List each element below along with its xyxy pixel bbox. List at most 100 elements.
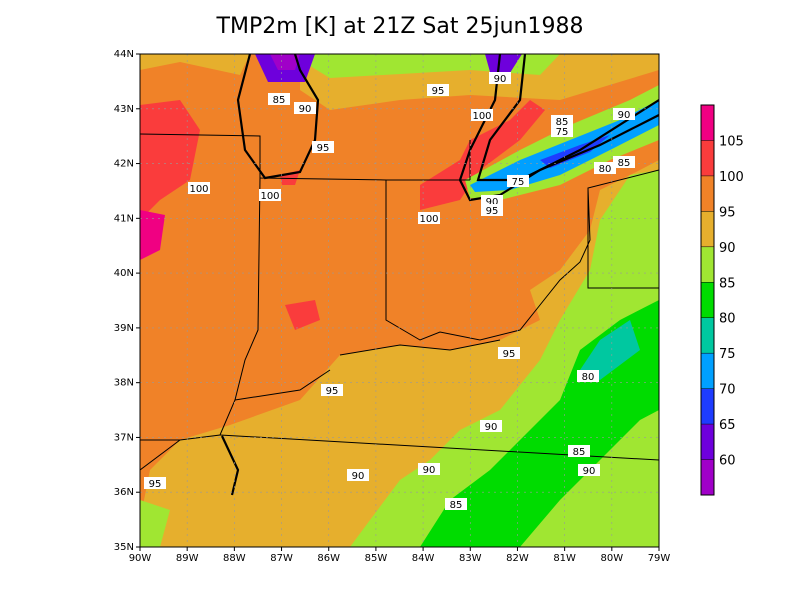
contour-label-bg (188, 182, 210, 194)
contour-label: 95 (326, 386, 339, 397)
contour-label-bg (551, 115, 573, 127)
x-tick-label: 86W (317, 553, 340, 564)
contour-label-bg (268, 93, 290, 105)
y-tick-label: 42N (114, 159, 134, 170)
contour-label: 95 (503, 349, 516, 360)
y-tick-label: 35N (114, 542, 134, 553)
contour-label: 80 (599, 164, 612, 175)
contour-label-bg (594, 162, 616, 174)
colorbar-label: 105 (719, 134, 744, 149)
contour-label: 90 (583, 466, 596, 477)
colorbar-label: 95 (719, 205, 736, 220)
x-tick-label: 87W (270, 553, 293, 564)
contour-label: 85 (573, 447, 586, 458)
contour-label-bg (481, 204, 503, 216)
contour-label-bg (144, 477, 166, 489)
contour-label-bg (578, 464, 600, 476)
contour-label: 90 (352, 471, 365, 482)
colorbar-label: 80 (719, 312, 736, 327)
y-tick-label: 38N (114, 378, 134, 389)
colorbar-band (701, 353, 714, 389)
contour-label-bg (498, 347, 520, 359)
contour-label: 85 (273, 95, 286, 106)
colorbar-band (701, 246, 714, 283)
contour-label: 85 (556, 117, 569, 128)
x-tick-label: 89W (176, 553, 199, 564)
colorbar-label: 70 (719, 383, 736, 398)
plot-frame (139, 53, 660, 548)
contour-label-bg (445, 498, 467, 510)
contour-label: 100 (189, 184, 208, 195)
contour-label-bg (568, 445, 590, 457)
contour-label-bg (347, 469, 369, 481)
contour-label: 100 (472, 111, 491, 122)
colorbar-label: 75 (719, 347, 736, 362)
x-tick-label: 90W (129, 553, 152, 564)
contour-label-bg (507, 175, 529, 187)
colorbar-band (701, 175, 714, 212)
colorbar-band (701, 140, 714, 176)
y-tick-label: 40N (114, 268, 134, 279)
contour-label: 95 (432, 86, 445, 97)
contour-label-bg (312, 141, 334, 153)
x-tick-label: 80W (601, 553, 624, 564)
y-tick-label: 44N (114, 49, 134, 60)
graticule (140, 54, 659, 547)
colorbar-label: 65 (719, 418, 736, 433)
colorbar-band (701, 459, 714, 495)
contour-label: 100 (260, 191, 279, 202)
contour-label: 80 (582, 372, 595, 383)
colorbar-band (701, 424, 714, 460)
colorbar-band (701, 317, 714, 354)
contour-label-bg (551, 125, 573, 137)
contour-label: 90 (494, 74, 507, 85)
contour-label: 95 (486, 206, 499, 217)
y-tick-label: 37N (114, 432, 134, 443)
contour-label-bg (471, 109, 493, 121)
colorbar-label: 60 (719, 454, 736, 469)
colorbar-band (701, 105, 714, 141)
contour-label-bg (427, 84, 449, 96)
colorbar-label: 90 (719, 241, 736, 256)
contour-labels: 8590951001009590100857590808575909510095… (144, 72, 635, 511)
colorbar: 60 65 70 75 80 85 90 95 100 105 (700, 104, 744, 496)
y-tick-label: 41N (114, 213, 134, 224)
contour-label: 90 (486, 197, 499, 208)
contour-label: 95 (317, 143, 330, 154)
contour-label: 90 (485, 422, 498, 433)
x-tick-label: 82W (506, 553, 529, 564)
y-tick-label: 39N (114, 323, 134, 334)
contour-label-bg (321, 384, 343, 396)
contour-label: 90 (423, 465, 436, 476)
x-tick-label: 88W (223, 553, 246, 564)
contour-label-bg (489, 72, 511, 84)
x-tick-label: 84W (412, 553, 435, 564)
x-tick-label: 81W (553, 553, 576, 564)
colorbar-frame (700, 104, 715, 496)
contour-label-bg (577, 370, 599, 382)
colorbar-band (701, 211, 714, 247)
contour-label: 75 (556, 127, 569, 138)
contour-label-bg (418, 212, 440, 224)
colorbar-band (701, 388, 714, 425)
colorbar-label: 100 (719, 170, 744, 185)
x-tick-label: 85W (365, 553, 388, 564)
y-tick-label: 43N (114, 104, 134, 115)
contour-label: 85 (618, 158, 631, 169)
contour-label-bg (613, 108, 635, 120)
colorbar-band (701, 282, 714, 318)
contour-label: 95 (149, 479, 162, 490)
colorbar-label: 85 (719, 276, 736, 291)
title: TMP2m [K] at 21Z Sat 25jun1988 (216, 14, 584, 39)
x-tick-label: 79W (648, 553, 671, 564)
contour-label-bg (418, 463, 440, 475)
contour-label-bg (613, 156, 635, 168)
contour-label: 90 (299, 104, 312, 115)
contour-label-bg (259, 189, 281, 201)
y-tick-label: 36N (114, 487, 134, 498)
contour-label-bg (480, 420, 502, 432)
x-tick-label: 83W (459, 553, 482, 564)
contour-label: 75 (512, 177, 525, 188)
contour-label-bg (294, 102, 316, 114)
